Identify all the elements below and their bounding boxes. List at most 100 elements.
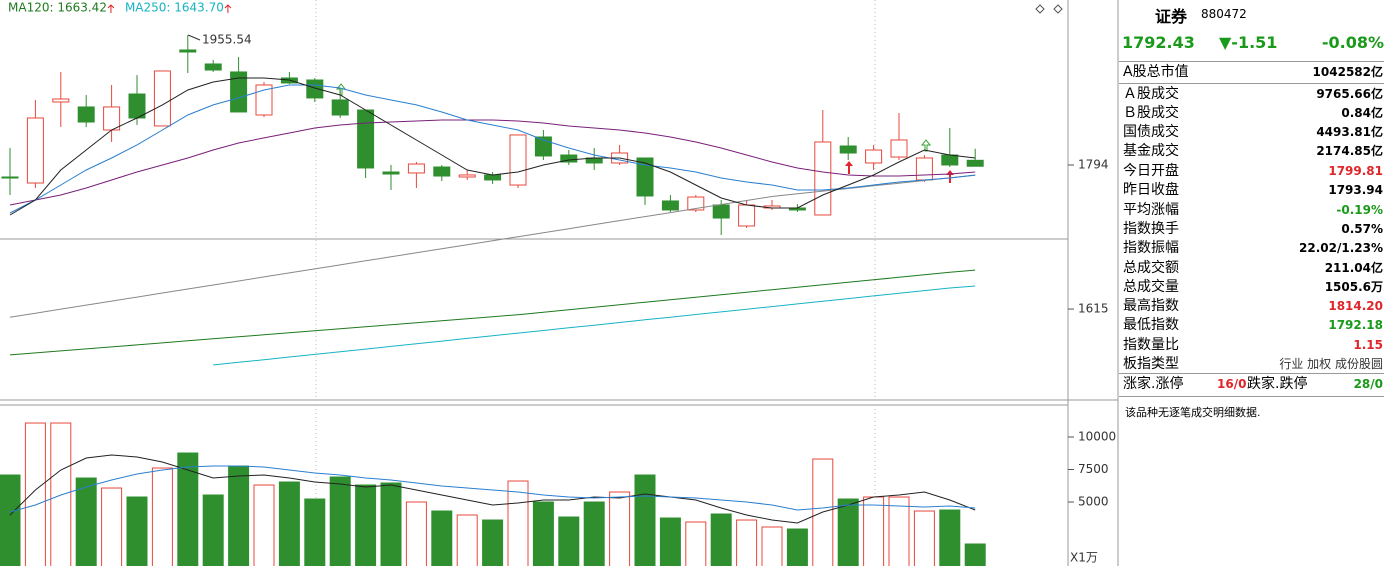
candle-body — [839, 145, 857, 154]
row-label: 今日开盘 — [1123, 163, 1179, 179]
volume-bar — [609, 491, 631, 566]
candle-body — [458, 174, 476, 178]
volume-bar — [939, 509, 961, 566]
candle-body — [890, 139, 908, 158]
row-label: 平均涨幅 — [1123, 201, 1179, 218]
row-value: 0.84亿 — [1341, 106, 1383, 120]
candle-body — [204, 63, 222, 71]
change: ▼-1.51 — [1219, 33, 1278, 52]
row-label: 指数振幅 — [1123, 240, 1179, 257]
row-label: 指数量比 — [1123, 336, 1179, 353]
quote-row: 基金成交 2174.85亿 — [1121, 142, 1384, 161]
candle-body — [357, 109, 375, 169]
y-tick-label: 1615 — [1078, 302, 1109, 316]
volume-bar — [786, 528, 808, 566]
volume-bar — [837, 498, 859, 566]
candle-body — [179, 49, 197, 53]
volume-bar — [24, 422, 46, 566]
signal-arrow-outline — [335, 83, 932, 152]
row-label: 国债成交 — [1123, 124, 1179, 140]
row-label: 基金成交 — [1123, 143, 1179, 159]
candle-body — [52, 98, 70, 103]
volume-bar — [253, 484, 275, 566]
candle-body — [1, 176, 19, 179]
volume-bar — [177, 452, 199, 566]
candle-body — [661, 200, 679, 211]
line-series — [9, 84, 976, 214]
separator — [1119, 83, 1384, 84]
volume-bar — [0, 474, 21, 566]
volume-bar — [456, 514, 478, 566]
candle-body — [407, 163, 425, 174]
candle-body — [153, 70, 171, 127]
row-value: 2174.85亿 — [1316, 144, 1383, 158]
candle-body — [636, 157, 654, 197]
volume-bar — [405, 501, 427, 566]
row-label: Ａ股成交 — [1123, 86, 1179, 102]
volume-bar — [228, 465, 250, 566]
quote-row: 板指类型 行业 加权 成份股圆 — [1121, 355, 1384, 374]
candle-body — [77, 106, 95, 123]
candle-body — [509, 134, 527, 186]
volume-bar — [634, 474, 656, 566]
volume-bar — [329, 476, 351, 566]
index-name: 证券 — [1155, 7, 1188, 26]
chart-area: 1955.54 1615 1794 MA120: 1663.42 MA250: 164… — [0, 0, 1119, 566]
candle-body — [26, 117, 44, 184]
y-tick-label: 10000 — [1078, 429, 1116, 443]
volume-bar — [532, 501, 554, 566]
row-value: 1042582亿 — [1312, 65, 1383, 79]
volume-bar — [761, 526, 783, 566]
volume-bar — [304, 498, 326, 566]
legend-arrow — [224, 4, 232, 13]
candle-body — [814, 141, 832, 216]
volume-bar — [101, 487, 123, 566]
volume-bar — [710, 513, 732, 566]
quote-row: 指数换手 0.57% — [1121, 220, 1384, 239]
volume-bar — [482, 519, 504, 566]
row-label: 指数换手 — [1123, 220, 1179, 237]
row-label: 最低指数 — [1123, 317, 1179, 334]
quote-row: Ｂ股成交 0.84亿 — [1121, 104, 1384, 123]
quote-row: 总成交额 211.04亿 — [1121, 259, 1384, 278]
line-series — [9, 119, 976, 206]
candle-body — [331, 99, 349, 116]
candle-body — [255, 84, 273, 116]
candle-body — [712, 204, 730, 219]
quote-row: 最低指数 1792.18 — [1121, 316, 1384, 335]
candle-body — [306, 79, 324, 99]
row-value: 1792.18 — [1328, 318, 1383, 333]
legend-arrow — [107, 4, 115, 13]
candle-body — [103, 106, 121, 131]
volume-bar — [202, 494, 224, 566]
breadth-up: 16/0 — [1217, 377, 1247, 391]
row-value: 1799.81 — [1328, 164, 1383, 178]
row-value: 1814.20 — [1328, 299, 1383, 314]
volume-bar — [355, 484, 377, 566]
candle-body — [230, 71, 248, 113]
volume-bar — [431, 510, 453, 566]
line-series — [9, 454, 976, 524]
breadth-row: 涨家.涨停 16/0 跌家.跌停 28/0 — [1121, 375, 1384, 394]
row-value: 4493.81亿 — [1316, 125, 1383, 139]
volume-bar — [75, 477, 97, 566]
volume-bar — [558, 516, 580, 566]
volume-bar — [736, 519, 758, 566]
legend-entry: MA120: 1663.42 — [8, 1, 107, 15]
candle-body — [941, 154, 959, 166]
breadth-label: 跌家.跌停 — [1247, 376, 1308, 392]
row-value: 1793.94 — [1328, 183, 1383, 198]
row-value: 9765.66亿 — [1316, 87, 1383, 101]
volume-bar — [659, 517, 681, 566]
breadth-label: 涨家.涨停 — [1123, 376, 1184, 392]
toolbar-icons[interactable] — [1035, 4, 1063, 14]
annotation-leader — [187, 34, 201, 41]
separator — [1119, 61, 1384, 62]
quote-panel: 证券 880472 1792.43 ▼-1.51 -0.08% A股总市值 104… — [1119, 0, 1384, 566]
row-value: 1505.6万 — [1324, 279, 1383, 294]
note: 该品种无逐笔成交明细数据. — [1125, 406, 1261, 419]
quote-row: Ａ股成交 9765.66亿 — [1121, 85, 1384, 104]
line-series — [9, 77, 976, 216]
quote-row: 平均涨幅 -0.19% — [1121, 201, 1384, 220]
y-tick-label: 5000 — [1078, 494, 1109, 508]
